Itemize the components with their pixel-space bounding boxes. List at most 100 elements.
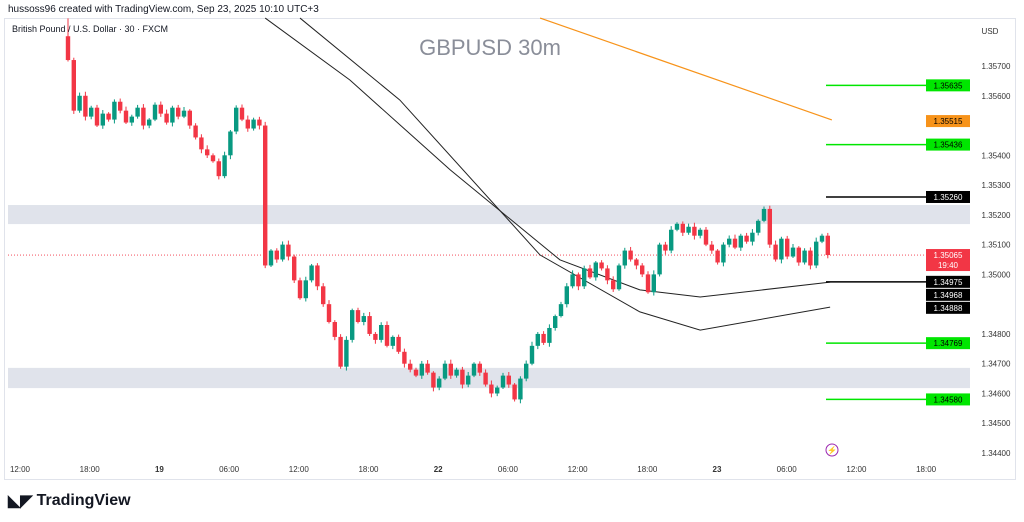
candle-body [147, 119, 152, 126]
candle-body [210, 155, 216, 162]
candle-body [413, 369, 419, 376]
y-tick-label: 1.34800 [982, 330, 1011, 339]
candle-body [297, 280, 303, 299]
level-label-bg [926, 79, 970, 92]
symbol-label: British Pound / U.S. Dollar · 30 · FXCM [12, 24, 169, 34]
candle-body [129, 116, 134, 123]
candle-body [251, 119, 256, 129]
candle-body [622, 250, 627, 266]
candle-body [640, 265, 645, 275]
candle-body [205, 149, 210, 156]
logo-text: TradingView [36, 492, 131, 509]
candle-body [448, 363, 453, 376]
trendline [539, 17, 833, 121]
watermark: GBPUSD 30m [419, 35, 561, 60]
candle-body [350, 310, 355, 340]
price-badge-bg [926, 301, 970, 314]
candle-body [715, 250, 720, 263]
candle-body [669, 229, 674, 251]
candle-body [199, 137, 204, 150]
candle-body [524, 363, 529, 379]
candle-body [790, 247, 796, 257]
candle-body [118, 101, 123, 111]
level-label: 1.35260 [934, 193, 963, 202]
candle-body [402, 351, 407, 364]
candle-body [65, 36, 71, 61]
candle-body [582, 268, 587, 287]
candle-body [645, 274, 651, 293]
candle-body [756, 220, 761, 233]
candle-body [176, 107, 181, 117]
candle-body [303, 280, 308, 299]
zone-rect [8, 367, 970, 389]
candle-body [634, 259, 639, 266]
lightning-icon [825, 443, 839, 457]
candle-body [274, 250, 279, 260]
candle-body [750, 232, 755, 242]
candle-body [767, 208, 772, 245]
candle-body [89, 107, 94, 117]
candle-body [123, 110, 129, 123]
candle-body [263, 125, 268, 266]
candle-body [286, 244, 291, 257]
last-price-label-bg [926, 249, 970, 272]
candle-body [709, 244, 714, 251]
candle-body [616, 265, 622, 290]
candle-body [785, 238, 790, 257]
candle-body [419, 363, 424, 376]
x-tick-label: 12:00 [568, 465, 589, 474]
x-tick-label: 22 [434, 465, 443, 474]
candle-body [373, 333, 378, 340]
candle-body [100, 113, 105, 126]
candle-body [489, 384, 494, 394]
candle-body [280, 244, 285, 260]
candle-body [727, 238, 732, 245]
tradingview-logo[interactable]: ◣◤ TradingView [8, 491, 131, 511]
level-label-bg [926, 393, 970, 406]
candle-body [495, 387, 500, 394]
candle-body [512, 384, 517, 400]
candle-body [541, 333, 546, 343]
candle-body [773, 244, 778, 260]
tv-logo-icon: ◣◤ [8, 493, 33, 510]
candle-body [761, 208, 767, 221]
candle-body [721, 244, 726, 263]
candle-body [135, 107, 140, 117]
y-tick-label: 1.34600 [982, 389, 1011, 398]
candle-body [698, 229, 703, 236]
candle-body [593, 262, 598, 278]
candle-body [680, 223, 685, 233]
candle-body [234, 107, 239, 132]
price-badge: 1.34968 [934, 291, 963, 300]
candle-body [309, 265, 314, 281]
level-label: 1.35436 [934, 141, 963, 150]
candle-body [703, 229, 709, 245]
candle-body [152, 104, 158, 120]
price-badge: 1.35515 [934, 117, 963, 126]
candle-body [164, 113, 169, 123]
level-label-bg [926, 138, 970, 151]
zone-rect [8, 205, 970, 225]
candle-body [570, 274, 575, 287]
candle-body [106, 113, 111, 120]
candle-body [553, 316, 558, 328]
x-tick-label: 06:00 [498, 465, 519, 474]
candle-body [390, 336, 395, 346]
candle-body [94, 107, 100, 126]
candle-body [361, 316, 366, 323]
ma-fast-line [264, 17, 831, 298]
candle-body [738, 235, 743, 248]
candle-body [239, 107, 245, 120]
chart-frame[interactable] [4, 18, 1016, 480]
candle-body [408, 363, 413, 370]
candle-body [564, 286, 569, 305]
candle-body [466, 375, 471, 385]
candle-body [814, 241, 819, 266]
candle-body [686, 226, 691, 233]
y-tick-label: 1.35000 [982, 270, 1011, 279]
candle-body [587, 268, 593, 278]
candle-body [332, 322, 337, 337]
y-tick-label: 1.35300 [982, 181, 1011, 190]
candle-body [500, 375, 506, 388]
